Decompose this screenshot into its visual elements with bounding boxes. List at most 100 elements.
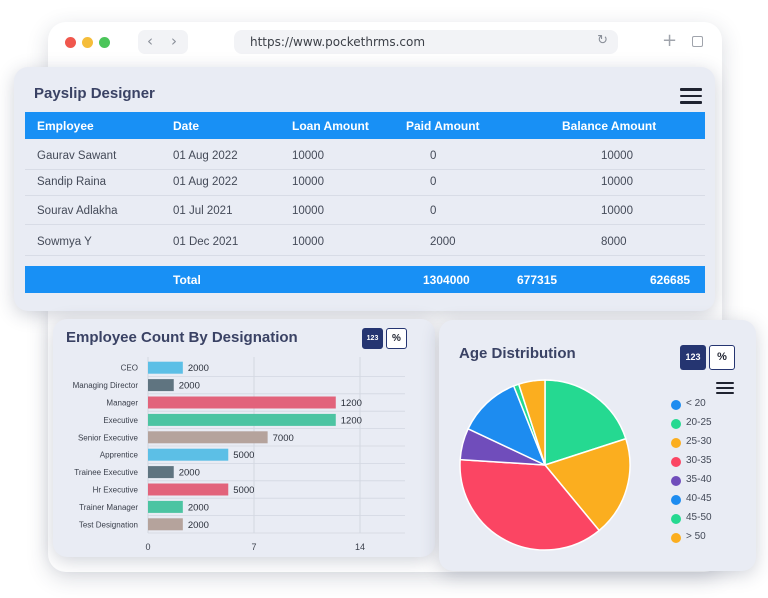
- column-header-date[interactable]: Date: [173, 119, 200, 133]
- reload-icon[interactable]: ↻: [597, 33, 608, 48]
- total-balance-amount: 626685: [650, 273, 691, 287]
- data-label: 7000: [273, 433, 294, 444]
- table-row[interactable]: Gaurav Sawant 01 Aug 2022 10000 0 10000: [25, 141, 705, 170]
- category-label: Executive: [103, 416, 138, 425]
- data-label: 2000: [188, 363, 209, 374]
- bar: [148, 448, 229, 461]
- bar: [148, 379, 174, 392]
- category-label: Senior Executive: [78, 433, 139, 442]
- data-label: 2000: [179, 381, 200, 392]
- data-label: 2000: [188, 502, 209, 513]
- legend-label: 45-50: [686, 512, 712, 523]
- category-label: Managing Director: [73, 381, 139, 390]
- count-toggle-button[interactable]: 123: [680, 345, 706, 370]
- data-label: 1200: [341, 415, 362, 426]
- age-pie-chart: [459, 379, 631, 551]
- percent-toggle-button[interactable]: %: [709, 345, 735, 370]
- table-row[interactable]: Sowmya Y 01 Dec 2021 10000 2000 8000: [25, 227, 705, 256]
- cell-employee: Gaurav Sawant: [37, 150, 117, 162]
- legend-label: > 50: [686, 531, 706, 542]
- legend-label: 40-45: [686, 493, 712, 504]
- data-label: 2000: [188, 520, 209, 531]
- column-header-employee[interactable]: Employee: [37, 119, 94, 133]
- bar: [148, 466, 174, 479]
- tick-label: 14: [355, 542, 365, 552]
- legend-label: < 20: [686, 398, 706, 409]
- payslip-table-total-row: Total 1304000 677315 626685: [25, 266, 705, 293]
- maximize-window-dot[interactable]: [99, 37, 110, 48]
- cell-loan-amount: 10000: [292, 176, 324, 188]
- tick-label: 0: [145, 542, 150, 552]
- bar: [148, 413, 336, 426]
- data-label: 2000: [179, 468, 200, 479]
- cell-employee: Sourav Adlakha: [37, 205, 118, 217]
- payslip-designer-card: Payslip Designer Employee Date Loan Amou…: [14, 67, 715, 311]
- legend-label: 30-35: [686, 455, 712, 466]
- legend-swatch: [671, 438, 681, 448]
- cell-balance-amount: 10000: [601, 205, 633, 217]
- percent-toggle-button[interactable]: %: [386, 328, 407, 349]
- cell-date: 01 Jul 2021: [173, 205, 233, 217]
- pie-slice: [459, 458, 601, 551]
- url-text[interactable]: https://www.pockethrms.com: [250, 35, 426, 49]
- address-bar[interactable]: https://www.pockethrms.com ↻: [234, 30, 618, 54]
- table-row[interactable]: Sourav Adlakha 01 Jul 2021 10000 0 10000: [25, 196, 705, 225]
- legend-swatch: [671, 400, 681, 410]
- column-header-paid-amount[interactable]: Paid Amount: [406, 119, 480, 133]
- legend-swatch: [671, 419, 681, 429]
- cell-paid-amount: 0: [430, 205, 437, 217]
- bar: [148, 518, 183, 531]
- tick-label: 7: [251, 542, 256, 552]
- data-label: 5000: [233, 450, 254, 461]
- cell-balance-amount: 8000: [601, 236, 627, 248]
- back-arrow-icon[interactable]: ‹: [147, 32, 153, 50]
- legend-swatch: [671, 476, 681, 486]
- table-row[interactable]: Sandip Raina 01 Aug 2022 10000 0 10000: [25, 167, 705, 196]
- category-label: Trainee Executive: [74, 468, 138, 477]
- category-label: Hr Executive: [93, 486, 139, 495]
- legend-swatch: [671, 495, 681, 505]
- legend-swatch: [671, 457, 681, 467]
- count-toggle-button[interactable]: 123: [362, 328, 383, 349]
- forward-arrow-icon[interactable]: ›: [171, 32, 177, 50]
- payslip-title: Payslip Designer: [34, 85, 155, 102]
- age-chart-menu-icon[interactable]: [716, 382, 734, 398]
- new-tab-icon[interactable]: +: [662, 30, 678, 51]
- pie-slice: [517, 379, 546, 466]
- bar: [148, 500, 183, 513]
- legend-label: 35-40: [686, 474, 712, 485]
- cell-date: 01 Dec 2021: [173, 236, 239, 248]
- cell-paid-amount: 2000: [430, 236, 456, 248]
- pie-slice: [467, 384, 547, 467]
- payslip-table-header: Employee Date Loan Amount Paid Amount Ba…: [25, 112, 705, 139]
- total-loan-amount: 1304000: [423, 273, 470, 287]
- cell-date: 01 Aug 2022: [173, 150, 238, 162]
- legend-label: 25-30: [686, 436, 712, 447]
- payslip-menu-icon[interactable]: [680, 88, 702, 108]
- navigation-buttons: ‹ ›: [138, 30, 188, 54]
- close-window-dot[interactable]: [65, 37, 76, 48]
- bar: [148, 431, 268, 444]
- cell-paid-amount: 0: [430, 150, 437, 162]
- column-header-balance-amount[interactable]: Balance Amount: [562, 119, 657, 133]
- cell-employee: Sandip Raina: [37, 176, 107, 188]
- column-header-loan-amount[interactable]: Loan Amount: [292, 119, 369, 133]
- cell-paid-amount: 0: [430, 176, 437, 188]
- age-chart-title: Age Distribution: [459, 345, 576, 362]
- minimize-window-dot[interactable]: [82, 37, 93, 48]
- cell-loan-amount: 10000: [292, 150, 324, 162]
- cell-employee: Sowmya Y: [37, 236, 92, 248]
- pie-slice: [544, 379, 627, 467]
- cell-date: 01 Aug 2022: [173, 176, 238, 188]
- bar: [148, 396, 336, 409]
- data-label: 1200: [341, 398, 362, 409]
- category-label: Manager: [106, 399, 138, 408]
- category-label: Test Designation: [79, 520, 138, 529]
- bar: [148, 361, 183, 374]
- legend-swatch: [671, 533, 681, 543]
- tabs-overview-icon[interactable]: [692, 36, 703, 47]
- bar: [148, 483, 229, 496]
- cell-balance-amount: 10000: [601, 150, 633, 162]
- pie-slice: [543, 437, 631, 532]
- total-label: Total: [173, 273, 201, 287]
